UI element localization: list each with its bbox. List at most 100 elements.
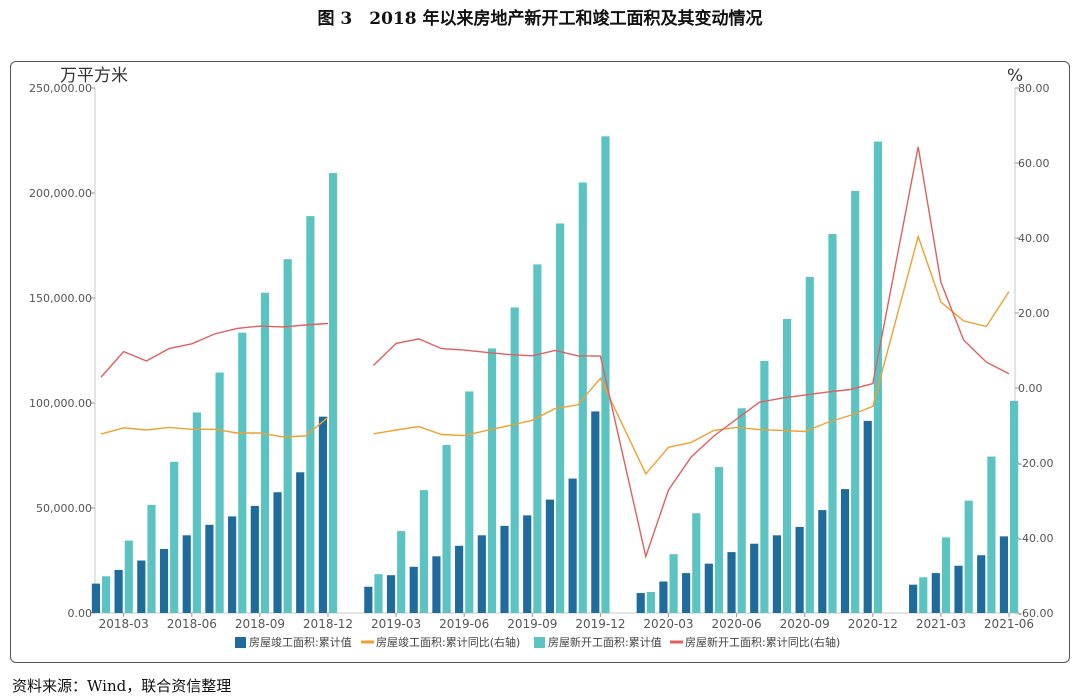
completion-area-bar bbox=[523, 515, 532, 613]
completion-area-bar bbox=[682, 573, 691, 613]
completion-area-bar bbox=[318, 416, 327, 613]
right-tick-label: 40.00 bbox=[1018, 232, 1050, 245]
new-start-area-bar bbox=[760, 361, 769, 613]
completion-yoy-line bbox=[373, 234, 1010, 476]
x-tick-label: 2019-03 bbox=[371, 617, 421, 631]
completion-area-bar bbox=[432, 556, 441, 613]
new-start-area-bar bbox=[124, 540, 133, 613]
new-start-yoy-line bbox=[100, 322, 329, 378]
new-start-area-bar bbox=[692, 513, 701, 613]
completion-area-bar bbox=[727, 552, 736, 613]
completion-area-bar bbox=[568, 478, 577, 613]
left-tick-label: 150,000.00 bbox=[29, 292, 92, 305]
new-start-area-bar bbox=[465, 391, 474, 613]
x-tick-label: 2021-03 bbox=[916, 617, 966, 631]
x-tick-label: 2020-12 bbox=[848, 617, 898, 631]
legend-swatch bbox=[534, 637, 545, 648]
left-tick-label: 100,000.00 bbox=[29, 397, 92, 410]
new-start-area-bar bbox=[510, 307, 519, 613]
new-start-area-bar bbox=[783, 319, 792, 613]
new-start-area-bar bbox=[487, 348, 497, 613]
new-start-area-bar bbox=[578, 182, 587, 613]
completion-area-bar bbox=[137, 560, 146, 613]
new-start-area-bar bbox=[533, 264, 542, 613]
right-tick-label: 80.00 bbox=[1018, 82, 1050, 95]
new-start-area-bar bbox=[873, 141, 882, 614]
legend-label: 房屋新开工面积:累计值 bbox=[548, 635, 662, 649]
new-start-area-bar bbox=[669, 554, 678, 613]
x-tick-label: 2020-09 bbox=[780, 617, 830, 631]
chart: 万平方米 % 0.00 50,000.00 100,000.00 150,000.00… bbox=[29, 66, 1053, 649]
new-start-area-bar bbox=[260, 292, 270, 613]
left-tick-label: 250,000.00 bbox=[29, 82, 92, 95]
completion-area-bar bbox=[704, 563, 713, 613]
source-note: 资料来源：Wind，联合资信整理 bbox=[12, 677, 232, 695]
new-start-area-bar bbox=[987, 456, 996, 613]
completion-area-bar bbox=[863, 420, 872, 613]
left-tick-label: 50,000.00 bbox=[36, 502, 92, 515]
completion-area-bar bbox=[182, 535, 191, 613]
completion-area-bar bbox=[591, 411, 600, 613]
completion-area-bar bbox=[500, 525, 509, 613]
new-start-area-bar bbox=[215, 372, 224, 613]
completion-area-bar bbox=[795, 526, 804, 613]
legend-label: 房屋竣工面积:累计值 bbox=[249, 635, 352, 649]
new-start-area-bar bbox=[442, 445, 451, 613]
lines bbox=[100, 146, 1010, 559]
completion-area-bar bbox=[999, 536, 1008, 613]
new-start-area-bar bbox=[828, 233, 837, 613]
new-start-area-bar bbox=[1010, 400, 1019, 613]
figure-title: 图 3 2018 年以来房地产新开工和竣工面积及其变动情况 bbox=[317, 9, 763, 29]
new-start-area-bar bbox=[737, 408, 746, 613]
completion-yoy-line bbox=[100, 416, 329, 438]
new-start-area-bar bbox=[306, 216, 315, 613]
completion-area-bar bbox=[840, 489, 850, 613]
completion-area-bar bbox=[477, 535, 486, 613]
right-tick-label: 60.00 bbox=[1018, 157, 1050, 170]
chart-frame bbox=[10, 61, 1070, 663]
completion-area-bar bbox=[818, 510, 827, 613]
tick-labels: 0.00 50,000.00 100,000.00 150,000.00 200,000… bbox=[29, 82, 1053, 631]
right-tick-label: -20.00 bbox=[1018, 457, 1053, 470]
completion-area-bar bbox=[205, 524, 214, 613]
completion-area-bar bbox=[273, 492, 282, 613]
completion-area-bar bbox=[545, 499, 554, 613]
legend-label: 房屋竣工面积:累计同比(右轴) bbox=[376, 635, 520, 649]
left-tick-label: 0.00 bbox=[68, 607, 93, 620]
x-tick-label: 2020-03 bbox=[643, 617, 693, 631]
completion-area-bar bbox=[364, 586, 373, 613]
completion-area-bar bbox=[296, 472, 305, 613]
new-start-area-bar bbox=[102, 576, 111, 613]
completion-area-bar bbox=[250, 505, 259, 613]
completion-area-bar bbox=[455, 545, 464, 613]
completion-area-bar bbox=[931, 573, 940, 613]
left-tick-label: 200,000.00 bbox=[29, 187, 92, 200]
left-unit-label: 万平方米 bbox=[60, 66, 128, 86]
completion-area-bar bbox=[114, 569, 123, 613]
new-start-area-bar bbox=[714, 467, 724, 613]
new-start-area-bar bbox=[851, 190, 860, 613]
new-start-area-bar bbox=[805, 277, 814, 613]
right-unit-label: % bbox=[1007, 66, 1023, 86]
new-start-area-bar bbox=[147, 504, 156, 613]
completion-area-bar bbox=[909, 584, 918, 613]
new-start-area-bar bbox=[397, 531, 406, 613]
right-tick-label: -60.00 bbox=[1018, 607, 1053, 620]
completion-area-bar bbox=[977, 555, 986, 613]
completion-area-bar bbox=[772, 535, 781, 613]
x-tick-label: 2018-09 bbox=[235, 617, 285, 631]
legend-label: 房屋新开工面积:累计同比(右轴) bbox=[685, 635, 840, 649]
x-tick-label: 2019-12 bbox=[575, 617, 625, 631]
x-tick-label: 2019-09 bbox=[507, 617, 557, 631]
right-tick-label: -40.00 bbox=[1018, 532, 1053, 545]
new-start-area-bar bbox=[238, 332, 247, 613]
new-start-area-bar bbox=[192, 412, 201, 613]
completion-area-bar bbox=[750, 543, 759, 613]
legend: 房屋竣工面积:累计值 房屋竣工面积:累计同比(右轴) 房屋新开工面积:累计值 房屋新开… bbox=[235, 635, 840, 649]
completion-area-bar bbox=[409, 566, 418, 613]
completion-area-bar bbox=[91, 583, 100, 613]
completion-area-bar bbox=[159, 548, 169, 613]
x-tick-label: 2020-06 bbox=[712, 617, 762, 631]
legend-swatch bbox=[235, 637, 246, 648]
new-start-area-bar bbox=[556, 223, 565, 613]
